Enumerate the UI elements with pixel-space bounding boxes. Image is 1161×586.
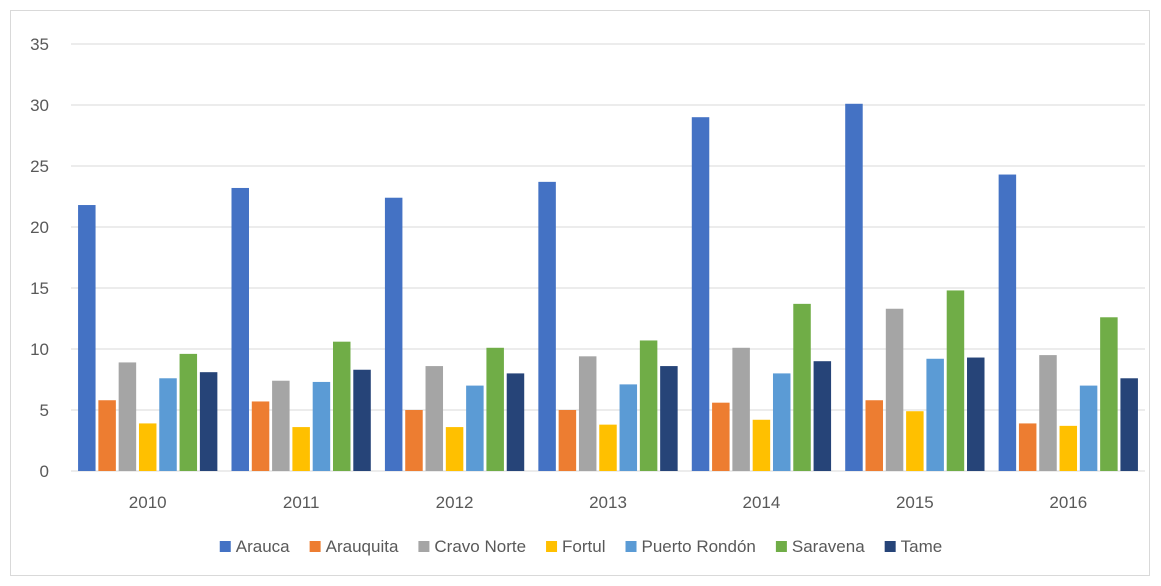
x-tick-label: 2014: [743, 493, 781, 512]
bar-fortul-2013: [599, 424, 617, 471]
bar-cravo-norte-2010: [118, 362, 137, 471]
bar-arauca-2010: [78, 205, 96, 472]
y-tick-label: 20: [30, 218, 49, 237]
bar-cravo-norte-2012: [425, 366, 444, 471]
bar-saravena-2010: [179, 353, 198, 471]
bar-arauquita-2014: [712, 402, 730, 471]
bar-tame-2013: [660, 366, 678, 471]
chart-frame: 0 5 10 15 20 25 30 35 2010 2011 2012 2013 2014 2015 2…: [10, 10, 1150, 576]
bar-saravena-2011: [332, 341, 351, 471]
legend-swatch: [546, 541, 558, 552]
bar-arauquita-2016: [1018, 423, 1037, 471]
bar-arauquita-2012: [405, 410, 423, 471]
legend-item: Arauca: [219, 537, 290, 556]
legend-label: Arauquita: [326, 537, 399, 556]
legend-item: Saravena: [775, 537, 865, 556]
y-axis-ticks: 0 5 10 15 20 25 30 35: [30, 35, 49, 481]
y-tick-label: 30: [30, 96, 49, 115]
legend: Arauca Arauquita Cravo Norte Fortul Puerto R…: [219, 537, 943, 556]
bar-arauquita-2011: [251, 401, 270, 471]
legend-label: Cravo Norte: [434, 537, 526, 556]
bar-fortul-2016: [1059, 425, 1078, 471]
bar-puerto-rond-n-2010: [159, 378, 177, 471]
bar-puerto-rond-n-2016: [1079, 385, 1098, 471]
bar-puerto-rond-n-2014: [772, 373, 791, 471]
bar-arauca-2016: [998, 174, 1017, 472]
bars: [78, 103, 1138, 472]
y-tick-label: 15: [30, 279, 49, 298]
bar-arauca-2013: [538, 181, 556, 472]
bar-fortul-2012: [445, 427, 464, 471]
x-tick-label: 2013: [589, 493, 627, 512]
bar-cravo-norte-2013: [578, 356, 597, 471]
bar-saravena-2013: [639, 340, 658, 471]
bar-arauca-2011: [231, 187, 249, 471]
bar-fortul-2014: [752, 419, 771, 471]
gridlines: [71, 43, 1145, 472]
legend-swatch: [418, 541, 430, 552]
legend-item: Fortul: [546, 537, 606, 556]
bar-saravena-2016: [1100, 317, 1118, 471]
legend-label: Saravena: [792, 537, 865, 556]
legend-item: Puerto Rondón: [625, 537, 756, 556]
bar-fortul-2011: [292, 427, 310, 471]
legend-label: Puerto Rondón: [642, 537, 756, 556]
legend-item: Tame: [884, 537, 943, 556]
bar-tame-2012: [506, 373, 525, 471]
legend-swatch: [309, 541, 321, 552]
legend-swatch: [775, 541, 787, 552]
x-tick-label: 2015: [896, 493, 934, 512]
y-tick-label: 35: [30, 35, 49, 54]
bar-saravena-2012: [486, 347, 504, 471]
y-tick-label: 25: [30, 157, 49, 176]
bar-cravo-norte-2016: [1039, 355, 1057, 471]
x-tick-label: 2016: [1049, 493, 1087, 512]
bar-saravena-2014: [793, 303, 811, 471]
x-tick-label: 2011: [283, 493, 320, 512]
legend-swatch: [219, 541, 231, 552]
bar-cravo-norte-2011: [272, 380, 290, 471]
bar-tame-2015: [967, 357, 985, 471]
bar-arauquita-2015: [865, 400, 884, 471]
legend-label: Arauca: [236, 537, 290, 556]
y-tick-label: 10: [30, 340, 49, 359]
bar-puerto-rond-n-2012: [466, 385, 484, 471]
bar-tame-2010: [199, 372, 218, 471]
bar-cravo-norte-2015: [885, 308, 904, 471]
legend-label: Fortul: [562, 537, 605, 556]
legend-label: Tame: [901, 537, 943, 556]
bar-fortul-2010: [138, 423, 157, 471]
bar-arauquita-2010: [98, 400, 116, 471]
x-tick-label: 2010: [129, 493, 167, 512]
y-tick-label: 0: [40, 462, 49, 481]
y-tick-label: 5: [40, 401, 49, 420]
legend-swatch: [884, 541, 896, 552]
bar-tame-2014: [813, 361, 832, 471]
bar-tame-2016: [1120, 378, 1138, 471]
bar-puerto-rond-n-2013: [619, 384, 638, 471]
bar-puerto-rond-n-2015: [926, 358, 944, 471]
bar-arauca-2014: [691, 117, 710, 471]
bar-arauca-2015: [845, 103, 863, 471]
bar-tame-2011: [353, 369, 371, 471]
bar-arauquita-2013: [558, 410, 577, 471]
bar-puerto-rond-n-2011: [312, 381, 331, 471]
legend-swatch: [625, 541, 637, 552]
legend-item: Arauquita: [309, 537, 399, 556]
x-tick-label: 2012: [436, 493, 474, 512]
bar-arauca-2012: [384, 197, 403, 471]
bar-fortul-2015: [906, 411, 924, 471]
x-axis-ticks: 2010 2011 2012 2013 2014 2015 2016: [129, 493, 1087, 512]
legend-item: Cravo Norte: [418, 537, 526, 556]
bar-saravena-2015: [946, 290, 965, 471]
bar-cravo-norte-2014: [732, 347, 750, 471]
